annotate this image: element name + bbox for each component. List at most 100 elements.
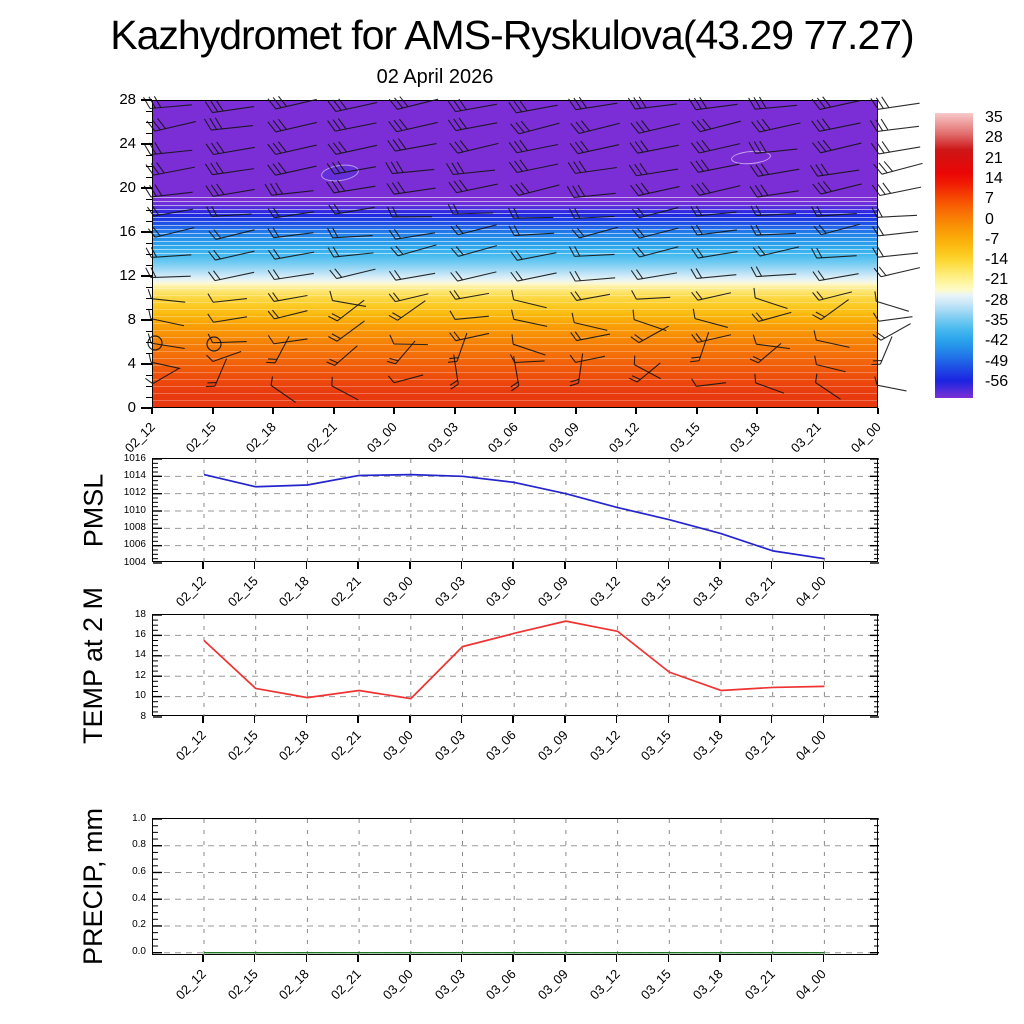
y-major-tick [141, 363, 152, 365]
x-major-tick [211, 408, 214, 414]
pmsl-plot-ytick-label: 1012 [123, 487, 146, 499]
y-minor-tick [146, 385, 152, 387]
precip-axis-title: PRECIP, mm [78, 807, 109, 966]
x-major-tick [667, 955, 670, 962]
x-major-tick [460, 716, 463, 723]
y-minor-tick [146, 132, 152, 134]
y-minor-tick [146, 330, 152, 332]
x-major-tick [564, 955, 566, 962]
colorbar-tick-label: 35 [985, 109, 1003, 126]
x-tick-label: 02_15 [224, 966, 261, 1003]
x-major-tick [719, 955, 721, 962]
x-major-tick [305, 955, 308, 962]
x-tick-label: 03_00 [379, 966, 416, 1003]
x-major-tick [635, 408, 637, 414]
x-major-tick [719, 562, 721, 569]
temp-plot-ytick-label: 12 [134, 669, 146, 681]
colorbar-tick-label: -14 [985, 251, 1009, 269]
pmsl-plot-ytick-label: 1006 [123, 539, 146, 551]
x-major-tick [272, 408, 274, 414]
x-tick-label: 03_03 [431, 727, 468, 764]
x-major-tick [822, 955, 825, 962]
pmsl-plot-ytick-label: 1016 [123, 452, 146, 464]
x-major-tick [514, 408, 516, 414]
temp-plot-canvas [153, 614, 879, 718]
x-tick-label: 02_18 [276, 966, 313, 1003]
y-major-tick [141, 143, 152, 145]
precip-plot [152, 818, 879, 956]
precip-plot-ytick-label: 0.6 [132, 865, 146, 877]
y-minor-tick [146, 220, 152, 222]
colorbar-tick-label: 14 [985, 169, 1003, 187]
x-major-tick [453, 408, 456, 414]
x-major-tick [357, 562, 359, 569]
y-minor-tick [146, 198, 152, 200]
pmsl-plot-ytick-label: 1014 [123, 469, 146, 481]
x-major-tick [512, 562, 514, 569]
x-major-tick [305, 562, 308, 569]
x-tick-label: 03_18 [689, 966, 726, 1003]
x-tick-label: 02_15 [224, 727, 261, 764]
x-tick-label: 03_12 [586, 966, 623, 1003]
y-tick-label: 12 [119, 267, 136, 284]
x-major-tick [667, 716, 670, 723]
x-major-tick [151, 408, 153, 414]
x-major-tick [332, 408, 335, 414]
y-minor-tick [146, 154, 152, 156]
precip-plot-canvas [153, 818, 879, 956]
y-minor-tick [146, 286, 152, 288]
colorbar-tick-label: 28 [985, 129, 1003, 147]
y-minor-tick [146, 341, 152, 343]
x-major-tick [460, 562, 463, 569]
x-tick-label: 02_18 [276, 727, 313, 764]
x-major-tick [357, 716, 359, 723]
temperature-colorbar [935, 113, 973, 398]
colorbar-tick-label: -28 [985, 291, 1009, 309]
colorbar-tick-label: 21 [985, 149, 1003, 167]
precip-plot-ytick-label: 0.4 [132, 892, 146, 904]
x-tick-label: 03_00 [379, 727, 416, 764]
precip-plot-ytick-label: 0.0 [132, 946, 146, 958]
y-major-tick [141, 319, 152, 321]
colorbar-tick-label: -42 [985, 332, 1009, 350]
contour-lines-cold [153, 194, 877, 254]
y-tick-label: 20 [119, 179, 136, 196]
x-tick-label: 02_12 [172, 966, 209, 1003]
colorbar-tick-label: -21 [985, 271, 1009, 289]
x-tick-label: 02_12 [172, 727, 209, 764]
y-minor-tick [146, 352, 152, 354]
x-major-tick [357, 955, 359, 962]
y-minor-tick [146, 253, 152, 255]
y-major-tick [141, 99, 152, 101]
x-tick-label: 03_09 [534, 727, 571, 764]
y-minor-tick [146, 110, 152, 112]
colorbar-tick-label: -35 [985, 312, 1009, 330]
x-major-tick [305, 716, 308, 723]
colorbar-tick-label: -7 [985, 230, 1000, 248]
x-tick-label: 03_06 [482, 966, 520, 1003]
y-tick-label: 0 [127, 399, 136, 416]
x-major-tick [667, 562, 670, 569]
calm-wind-circle [147, 335, 163, 351]
calm-wind-circle [206, 336, 222, 352]
x-tick-label: 04_00 [793, 966, 830, 1003]
pmsl-plot-canvas [153, 458, 879, 564]
cross-section-plot [143, 95, 923, 408]
x-major-tick [512, 716, 514, 723]
y-minor-tick [146, 209, 152, 211]
x-major-tick [253, 562, 256, 569]
temp-plot-ytick-label: 14 [134, 649, 146, 661]
x-major-tick [770, 716, 773, 723]
pmsl-plot-ytick-label: 1010 [123, 504, 146, 516]
x-tick-label: 03_09 [534, 966, 571, 1003]
y-minor-tick [146, 308, 152, 310]
y-major-tick [141, 407, 152, 409]
x-major-tick [615, 716, 618, 723]
x-major-tick [202, 955, 204, 962]
y-minor-tick [146, 242, 152, 244]
x-major-tick [574, 408, 577, 414]
x-major-tick [393, 408, 395, 414]
y-minor-tick [146, 264, 152, 266]
temp-plot-ytick-label: 16 [134, 628, 146, 640]
wind-barbs-layer [143, 95, 923, 403]
